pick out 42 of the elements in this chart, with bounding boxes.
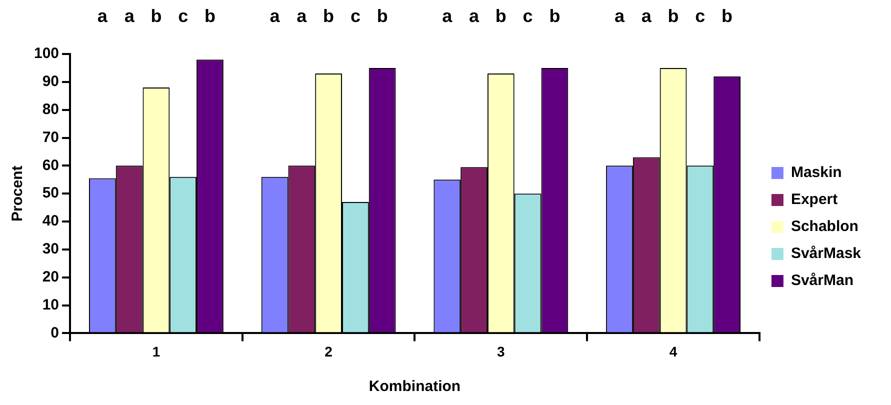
y-tick-label: 30: [42, 240, 60, 258]
text: a: [97, 6, 108, 26]
legend-label: Expert: [790, 191, 838, 208]
text: b: [323, 6, 334, 26]
y-tick-label: 60: [42, 156, 60, 174]
text: a: [442, 6, 454, 26]
y-axis-title: Procent: [9, 166, 26, 222]
text: a: [124, 6, 136, 26]
x-tick-label: 4: [669, 343, 678, 360]
x-tick-label: 1: [152, 343, 160, 360]
text: a: [641, 6, 652, 26]
y-tick-label: 10: [42, 296, 60, 314]
text: c: [522, 6, 533, 26]
y-tick-label: 20: [42, 268, 60, 286]
text: b: [495, 6, 506, 26]
y-tick-label: 80: [42, 100, 60, 118]
x-tick-label: 3: [497, 343, 506, 360]
text: b: [549, 6, 560, 26]
text: a: [614, 6, 626, 26]
text: a: [469, 6, 480, 26]
text: c: [695, 6, 706, 26]
legend-label: Maskin: [790, 164, 842, 182]
legend-label: SvårMask: [790, 245, 862, 262]
text: b: [150, 6, 162, 26]
legend-label: SvårMan: [790, 272, 854, 290]
text: c: [350, 6, 360, 26]
text: c: [178, 6, 188, 26]
y-tick-label: 0: [50, 324, 60, 342]
x-tick-label: 2: [324, 343, 333, 360]
legend-label: Schablon: [790, 218, 858, 236]
text: b: [204, 6, 216, 26]
y-tick-label: 50: [42, 184, 60, 202]
x-axis-title: Kombination: [368, 378, 461, 396]
text: b: [376, 6, 388, 26]
text: b: [668, 6, 679, 26]
text: b: [722, 6, 733, 26]
y-tick-label: 40: [42, 212, 60, 230]
text: a: [296, 6, 308, 26]
text: a: [270, 6, 281, 26]
y-tick-label: 90: [42, 73, 60, 90]
y-tick-label: 100: [34, 45, 60, 62]
y-tick-label: 70: [42, 128, 60, 146]
